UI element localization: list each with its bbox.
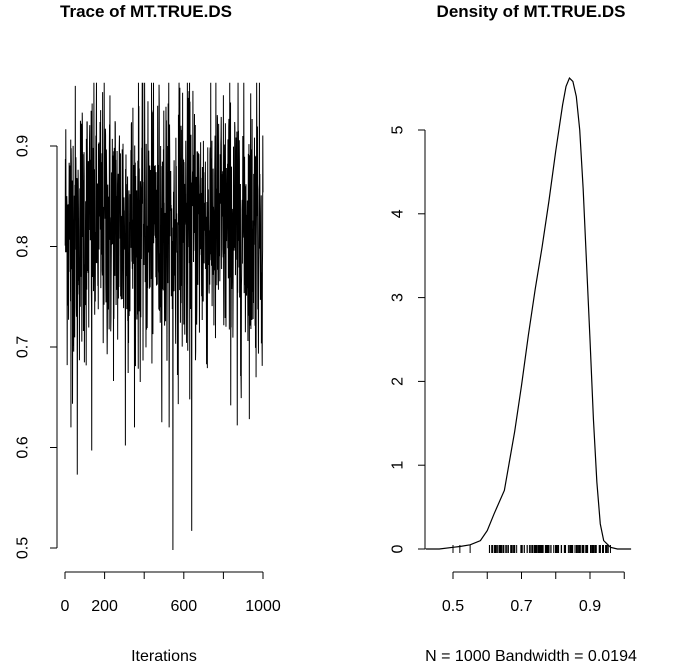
density-x-axis: 0.5 0.7 0.9: [442, 571, 625, 615]
trace-line: [64, 82, 264, 551]
trace-y-tick-label: 0.7: [15, 336, 32, 358]
density-y-axis: 0 1 2 3 4 5: [390, 125, 426, 553]
density-y-tick-label: 0: [390, 544, 407, 553]
density-x-tick-label: 0.9: [579, 598, 601, 615]
density-x-tick-label: 0.5: [442, 598, 464, 615]
trace-y-tick-label: 0.8: [15, 235, 32, 257]
density-rug-ticks: [452, 545, 611, 553]
trace-y-tick-label: 0.5: [15, 537, 32, 559]
density-panel: Density of MT.TRUE.DS 0 1 2 3 4 5 0.5 0.7 0.9 N…: [390, 2, 637, 665]
density-y-tick-label: 4: [390, 209, 407, 218]
trace-x-tick-label: 200: [91, 598, 118, 615]
trace-y-axis: 0.5 0.6 0.7 0.8 0.9: [15, 135, 58, 559]
trace-x-label: Iterations: [131, 648, 197, 665]
trace-y-tick-label: 0.6: [15, 436, 32, 458]
trace-series-line: [64, 82, 264, 551]
trace-x-tick-label: 1000: [245, 598, 281, 615]
density-x-label: N = 1000 Bandwidth = 0.0194: [425, 648, 637, 665]
density-line: [425, 76, 632, 550]
trace-x-axis: 0 200 600 1000: [61, 571, 281, 615]
density-title: Density of MT.TRUE.DS: [437, 2, 626, 21]
trace-x-tick-label: 600: [170, 598, 197, 615]
trace-title: Trace of MT.TRUE.DS: [60, 2, 232, 21]
density-rug: [452, 545, 611, 553]
density-y-tick-label: 1: [390, 461, 407, 470]
density-curve: [425, 76, 632, 550]
density-y-tick-label: 3: [390, 293, 407, 302]
trace-panel: Trace of MT.TRUE.DS 0.5 0.6 0.7 0.8 0.9 0 200…: [15, 2, 281, 665]
trace-y-tick-label: 0.9: [15, 135, 32, 157]
density-y-tick-label: 2: [390, 377, 407, 386]
density-x-tick-label: 0.7: [510, 598, 532, 615]
trace-x-tick-label: 0: [61, 598, 70, 615]
density-y-tick-label: 5: [390, 125, 407, 134]
